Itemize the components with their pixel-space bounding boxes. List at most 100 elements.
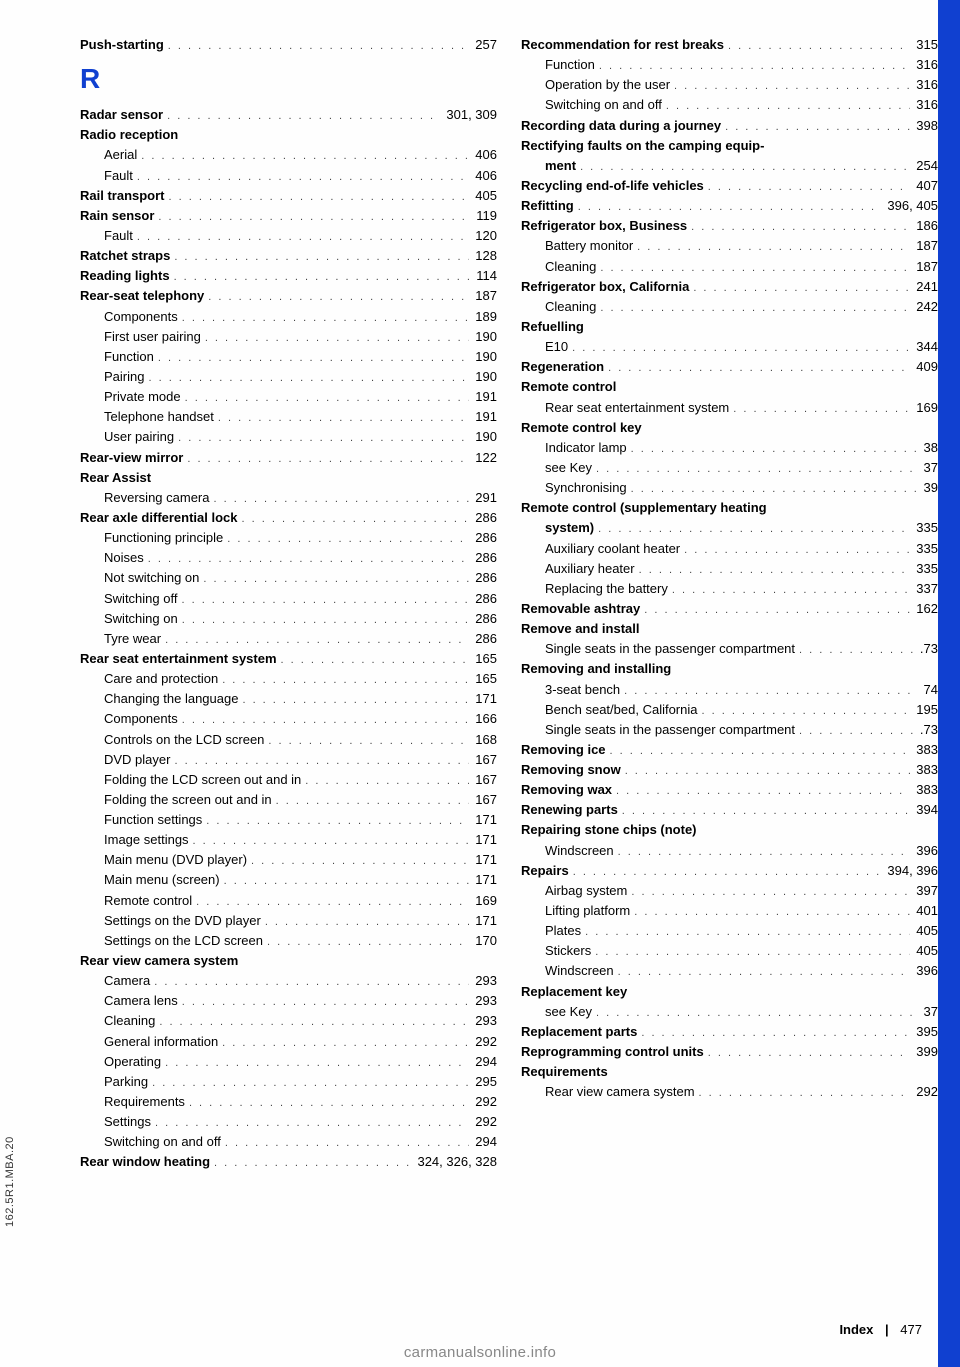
entry-label: Refrigerator box, Business (521, 216, 687, 236)
leader-dots (635, 562, 911, 579)
entry-page: 189 (469, 307, 497, 327)
index-subentry: Operating294 (80, 1052, 497, 1072)
leader-dots (576, 159, 910, 176)
leader-dots (170, 249, 469, 266)
entry-label: E10 (545, 337, 568, 357)
entry-page: 293 (469, 971, 497, 991)
leader-dots (148, 1075, 469, 1092)
entry-page: 398 (910, 116, 938, 136)
index-subentry: Single seats in the passenger compartmen… (521, 720, 938, 740)
entry-page: 344 (910, 337, 938, 357)
index-subentry: Rear seat entertainment system169 (521, 398, 938, 418)
index-subentry: Folding the LCD screen out and in167 (80, 770, 497, 790)
index-subentry: Auxiliary coolant heater335 (521, 539, 938, 559)
index-entry: Removing wax383 (521, 780, 938, 800)
index-heading: Rear view camera system (80, 951, 497, 971)
leader-dots (729, 401, 910, 418)
leader-dots (170, 753, 469, 770)
entry-label: Private mode (104, 387, 181, 407)
index-heading: Remote control (521, 377, 938, 397)
entry-label: Renewing parts (521, 800, 618, 820)
index-subentry: Bench seat/bed, California195 (521, 700, 938, 720)
index-entry: Refitting396, 405 (521, 196, 938, 216)
leader-dots (621, 763, 911, 780)
section-letter: R (80, 63, 497, 95)
entry-page: 295 (469, 1072, 497, 1092)
entry-page: 291 (469, 488, 497, 508)
leader-dots (150, 974, 469, 991)
entry-page: 335 (910, 559, 938, 579)
entry-page: 405 (910, 941, 938, 961)
entry-label: Replacing the battery (545, 579, 668, 599)
index-subentry: Settings on the DVD player171 (80, 911, 497, 931)
leader-dots (238, 511, 470, 528)
leader-dots (210, 1155, 411, 1172)
index-subentry: Battery monitor187 (521, 236, 938, 256)
leader-dots (581, 924, 910, 941)
index-subentry: Care and protection165 (80, 669, 497, 689)
leader-dots (178, 310, 470, 327)
entry-page: 301, 309 (440, 105, 497, 125)
index-subentry: Settings on the LCD screen170 (80, 931, 497, 951)
index-subentry: Components166 (80, 709, 497, 729)
entry-page: 187 (469, 286, 497, 306)
entry-label: Single seats in the passenger compartmen… (545, 639, 795, 659)
index-subentry: General information292 (80, 1032, 497, 1052)
index-subentry: Replacing the battery337 (521, 579, 938, 599)
entry-page: 292 (469, 1092, 497, 1112)
index-subentry: Main menu (screen)171 (80, 870, 497, 890)
entry-page: 286 (469, 568, 497, 588)
entry-page: 128 (469, 246, 497, 266)
entry-page: 335 (910, 518, 938, 538)
index-subentry: User pairing190 (80, 427, 497, 447)
entry-page: 168 (469, 730, 497, 750)
leader-dots (568, 340, 910, 357)
entry-page: .73 (914, 639, 938, 659)
entry-label: Cleaning (104, 1011, 155, 1031)
entry-page: 190 (469, 427, 497, 447)
index-subentry: First user pairing190 (80, 327, 497, 347)
leader-dots (596, 300, 910, 317)
entry-label: Rear seat entertainment system (80, 649, 277, 669)
entry-label: Rear-view mirror (80, 448, 183, 468)
entry-label: Fault (104, 166, 133, 186)
index-subentry: Changing the language171 (80, 689, 497, 709)
leader-dots (724, 38, 910, 55)
entry-label: Removing ice (521, 740, 606, 760)
entry-label: 3-seat bench (545, 680, 620, 700)
entry-page: 242 (910, 297, 938, 317)
entry-page: 407 (910, 176, 938, 196)
entry-label: Ratchet straps (80, 246, 170, 266)
leader-dots (633, 239, 910, 256)
index-heading: Remote control (supplementary heating (521, 498, 938, 518)
index-entry: Refrigerator box, Business186 (521, 216, 938, 236)
entry-page: 405 (469, 186, 497, 206)
entry-page: 171 (469, 870, 497, 890)
entry-label: Remote control (104, 891, 192, 911)
entry-label: Recommendation for rest breaks (521, 35, 724, 55)
entry-label: Windscreen (545, 961, 614, 981)
entry-page: 254 (910, 156, 938, 176)
entry-page: 169 (910, 398, 938, 418)
entry-label: Tyre wear (104, 629, 161, 649)
leader-dots (214, 410, 469, 427)
entry-label: Airbag system (545, 881, 627, 901)
leader-dots (154, 209, 470, 226)
index-heading: Remote control key (521, 418, 938, 438)
entry-label: Folding the LCD screen out and in (104, 770, 301, 790)
entry-page: 190 (469, 367, 497, 387)
index-entry: Rear window heating324, 326, 328 (80, 1152, 497, 1172)
leader-dots (640, 602, 910, 619)
index-subentry: 3-seat bench74 (521, 680, 938, 700)
leader-dots (704, 179, 911, 196)
entry-label: Cleaning (545, 297, 596, 317)
entry-label: Image settings (104, 830, 189, 850)
entry-label: Push-starting (80, 35, 164, 55)
entry-label: Battery monitor (545, 236, 633, 256)
leader-dots (165, 189, 470, 206)
index-entry: Removing snow383 (521, 760, 938, 780)
leader-dots (606, 743, 911, 760)
leader-dots (223, 531, 469, 548)
leader-dots (220, 873, 470, 890)
leader-dots (264, 733, 469, 750)
